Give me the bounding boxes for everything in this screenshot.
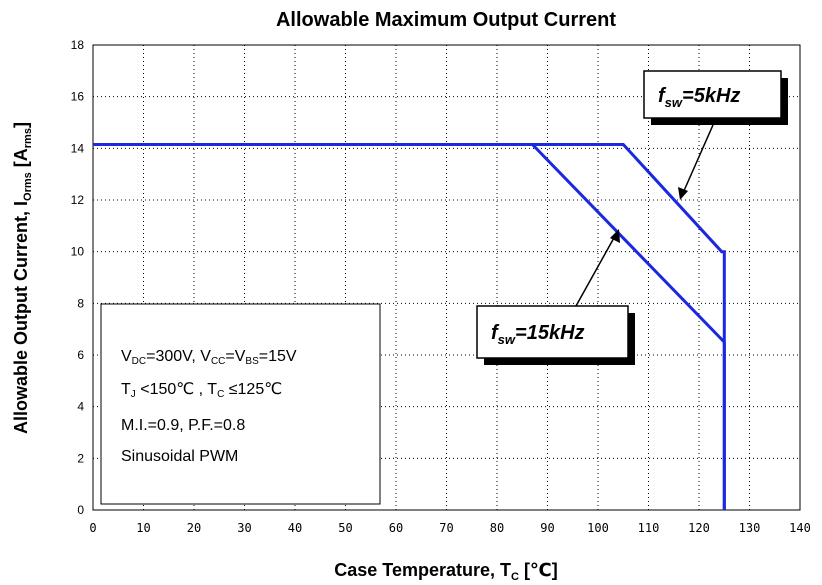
y-axis-title: Allowable Output Current, IOrms [Arms] — [11, 122, 34, 434]
y-tick-label: 14 — [71, 141, 85, 155]
callout-15khz-arrow — [575, 235, 616, 307]
x-tick-label: 100 — [587, 521, 609, 535]
y-tick-label: 12 — [71, 193, 85, 207]
callout-15khz-arrowhead — [610, 229, 620, 243]
x-tick-label: 0 — [89, 521, 96, 535]
y-tick-labels: 0 2 4 6 8 10 12 14 16 18 — [71, 38, 85, 517]
callout-5khz-arrowhead — [678, 187, 688, 200]
callout-5khz-arrow — [682, 124, 714, 194]
x-tick-label: 130 — [739, 521, 761, 535]
grid — [93, 45, 800, 510]
callout-5khz-frame — [643, 70, 782, 119]
x-tick-label: 140 — [789, 521, 811, 535]
y-tick-label: 8 — [77, 296, 84, 310]
x-tick-label: 30 — [237, 521, 251, 535]
x-tick-label: 110 — [638, 521, 660, 535]
y-tick-label: 4 — [77, 400, 84, 414]
y-tick-label: 16 — [71, 90, 85, 104]
conditions-line-4: Sinusoidal PWM — [121, 448, 238, 465]
x-tick-label: 120 — [688, 521, 710, 535]
callout-5khz: fsw=5kHz — [643, 70, 788, 200]
callout-15khz-frame — [476, 305, 629, 359]
x-tick-label: 70 — [439, 521, 453, 535]
y-tick-label: 10 — [71, 245, 85, 259]
x-tick-label: 20 — [187, 521, 201, 535]
callout-15khz: fsw=15kHz — [476, 229, 635, 365]
series-line-15khz — [93, 143, 726, 510]
y-tick-label: 0 — [77, 503, 84, 517]
conditions-box: VDC=300V, VCC=VBS=15V TJ <150℃ , TC ≤125… — [100, 303, 381, 505]
y-tick-label: 6 — [77, 348, 84, 362]
x-axis-title: Case Temperature, TC [℃] — [334, 560, 557, 583]
conditions-box-frame — [100, 303, 381, 505]
y-tick-label: 18 — [71, 38, 85, 52]
chart-title: Allowable Maximum Output Current — [276, 9, 616, 31]
x-tick-label: 40 — [288, 521, 302, 535]
x-tick-label: 90 — [540, 521, 554, 535]
conditions-line-1: VDC=300V, VCC=VBS=15V — [121, 348, 297, 367]
conditions-line-3: M.I.=0.9, P.F.=0.8 — [121, 417, 245, 434]
callout-5khz-label: fsw=5kHz — [658, 85, 740, 110]
x-tick-label: 80 — [490, 521, 504, 535]
x-tick-label: 60 — [389, 521, 403, 535]
conditions-line-2: TJ <150℃ , TC ≤125℃ — [121, 381, 282, 400]
x-tick-label: 10 — [136, 521, 150, 535]
x-tick-labels: 0 10 20 30 40 50 60 70 80 90 100 110 120 130 140 — [89, 521, 810, 535]
x-tick-label: 50 — [338, 521, 352, 535]
y-tick-label: 2 — [77, 451, 84, 465]
callout-15khz-label: fsw=15kHz — [491, 322, 585, 347]
